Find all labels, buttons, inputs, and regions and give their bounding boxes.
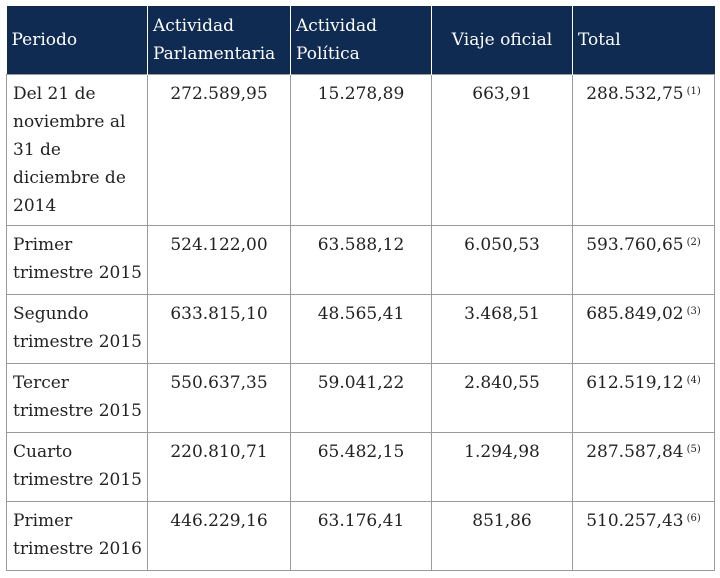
cell-parlamentaria: 550.637,35	[147, 363, 291, 433]
header-actividad-politica: Actividad Política	[290, 6, 432, 75]
cell-politica: 59.041,22	[290, 363, 432, 433]
expenses-table: Periodo Actividad Parlamentaria Activida…	[6, 6, 715, 571]
table-row: Segundo trimestre 2015 633.815,10 48.565…	[6, 294, 715, 364]
cell-total: 685.849,02 (3)	[572, 294, 715, 364]
footnote-marker: (6)	[686, 513, 701, 524]
cell-periodo: Tercer trimestre 2015	[6, 363, 148, 433]
cell-viaje: 663,91	[431, 74, 573, 226]
cell-periodo: Cuarto trimestre 2015	[6, 432, 148, 502]
header-actividad-parlamentaria: Actividad Parlamentaria	[147, 6, 291, 75]
cell-parlamentaria: 220.810,71	[147, 432, 291, 502]
header-viaje-oficial: Viaje oficial	[431, 6, 573, 75]
total-value: 593.760,65	[586, 235, 684, 255]
total-value: 288.532,75	[586, 84, 684, 104]
cell-total: 612.519,12 (4)	[572, 363, 715, 433]
footnote-marker: (4)	[686, 375, 701, 386]
table-row: Del 21 de noviembre al 31 de diciembre d…	[6, 74, 715, 226]
header-row: Periodo Actividad Parlamentaria Activida…	[6, 6, 715, 75]
cell-parlamentaria: 272.589,95	[147, 74, 291, 226]
total-value: 510.257,43	[586, 511, 684, 531]
header-periodo: Periodo	[6, 6, 148, 75]
cell-periodo: Primer trimestre 2016	[6, 501, 148, 571]
table-header: Periodo Actividad Parlamentaria Activida…	[6, 6, 715, 75]
cell-politica: 48.565,41	[290, 294, 432, 364]
cell-politica: 63.588,12	[290, 225, 432, 295]
cell-total: 288.532,75 (1)	[572, 74, 715, 226]
cell-parlamentaria: 446.229,16	[147, 501, 291, 571]
cell-viaje: 6.050,53	[431, 225, 573, 295]
footnote-marker: (2)	[686, 237, 701, 248]
cell-total: 287.587,84 (5)	[572, 432, 715, 502]
cell-politica: 15.278,89	[290, 74, 432, 226]
table-row: Cuarto trimestre 2015 220.810,71 65.482,…	[6, 432, 715, 502]
table-row: Primer trimestre 2016 446.229,16 63.176,…	[6, 501, 715, 571]
cell-politica: 65.482,15	[290, 432, 432, 502]
cell-politica: 63.176,41	[290, 501, 432, 571]
cell-periodo: Del 21 de noviembre al 31 de diciembre d…	[6, 74, 148, 226]
cell-viaje: 1.294,98	[431, 432, 573, 502]
table-row: Tercer trimestre 2015 550.637,35 59.041,…	[6, 363, 715, 433]
cell-viaje: 3.468,51	[431, 294, 573, 364]
footnote-marker: (3)	[686, 306, 701, 317]
cell-total: 510.257,43 (6)	[572, 501, 715, 571]
total-value: 685.849,02	[586, 304, 684, 324]
cell-periodo: Primer trimestre 2015	[6, 225, 148, 295]
cell-periodo: Segundo trimestre 2015	[6, 294, 148, 364]
table-row: Primer trimestre 2015 524.122,00 63.588,…	[6, 225, 715, 295]
footnote-marker: (5)	[686, 444, 701, 455]
cell-parlamentaria: 524.122,00	[147, 225, 291, 295]
cell-total: 593.760,65 (2)	[572, 225, 715, 295]
total-value: 287.587,84	[586, 442, 684, 462]
cell-viaje: 851,86	[431, 501, 573, 571]
footnote-marker: (1)	[686, 86, 701, 97]
cell-viaje: 2.840,55	[431, 363, 573, 433]
cell-parlamentaria: 633.815,10	[147, 294, 291, 364]
total-value: 612.519,12	[586, 373, 684, 393]
header-total: Total	[572, 6, 715, 75]
